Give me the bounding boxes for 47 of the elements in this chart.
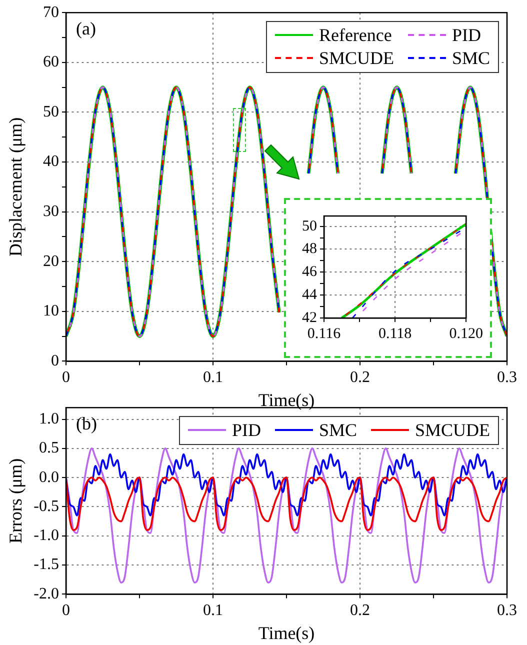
x-tick-label: 0.118 xyxy=(378,326,412,342)
legend-label: SMC xyxy=(452,48,490,69)
legend-label: SMC xyxy=(318,420,357,441)
x-tick-label: 0.120 xyxy=(449,326,483,342)
y-tick-label: 44 xyxy=(302,287,318,304)
legend-label: SMCUDE xyxy=(318,48,394,69)
y-tick-label: 60 xyxy=(43,54,59,71)
y-tick-label: 30 xyxy=(43,203,59,220)
x-tick-label: 0.116 xyxy=(307,326,342,342)
x-tick-label: 0.3 xyxy=(497,602,517,620)
annotation: (b) xyxy=(76,413,97,434)
x-tick-label: 0 xyxy=(62,369,70,386)
legend-label: PID xyxy=(452,24,481,46)
x-tick-label: 0.1 xyxy=(203,602,223,620)
x-tick-label: 0.2 xyxy=(350,369,370,386)
y-tick-label: -1.0 xyxy=(34,527,59,544)
x-axis-title: Time(s) xyxy=(258,390,315,410)
legend-label: Reference xyxy=(318,24,392,46)
x-tick-label: 0.2 xyxy=(350,602,370,620)
y-tick-label: 46 xyxy=(302,264,318,280)
legend-label: PID xyxy=(232,420,261,441)
y-tick-label: 0 xyxy=(51,352,59,370)
x-tick-label: 0.3 xyxy=(497,369,517,386)
y-axis-title: Displacement (μm) xyxy=(6,117,26,256)
y-tick-label: 40 xyxy=(43,153,59,170)
y-tick-label: 0.0 xyxy=(39,468,59,486)
y-tick-label: 1.0 xyxy=(39,410,59,428)
y-tick-label: 42 xyxy=(302,310,317,326)
y-tick-label: 0.5 xyxy=(39,440,59,457)
x-axis-title: Time(s) xyxy=(258,622,315,643)
y-tick-label: -1.5 xyxy=(34,556,59,574)
legend-label: SMCUDE xyxy=(414,420,490,441)
y-tick-label: -2.0 xyxy=(34,585,59,602)
y-tick-label: -0.5 xyxy=(34,498,59,515)
annotation: (a) xyxy=(76,18,96,38)
line-series xyxy=(66,453,507,516)
y-tick-label: 48 xyxy=(302,241,317,258)
line-series xyxy=(66,448,507,584)
y-tick-label: 70 xyxy=(43,4,59,21)
y-tick-label: 50 xyxy=(43,103,59,120)
y-tick-label: 20 xyxy=(43,252,59,270)
x-tick-label: 0 xyxy=(62,602,70,620)
y-axis-title: Errors (μm) xyxy=(6,458,26,544)
y-tick-label: 10 xyxy=(43,302,59,320)
x-tick-label: 0.1 xyxy=(203,369,223,386)
line-series xyxy=(66,476,507,531)
y-tick-label: 50 xyxy=(302,218,317,234)
